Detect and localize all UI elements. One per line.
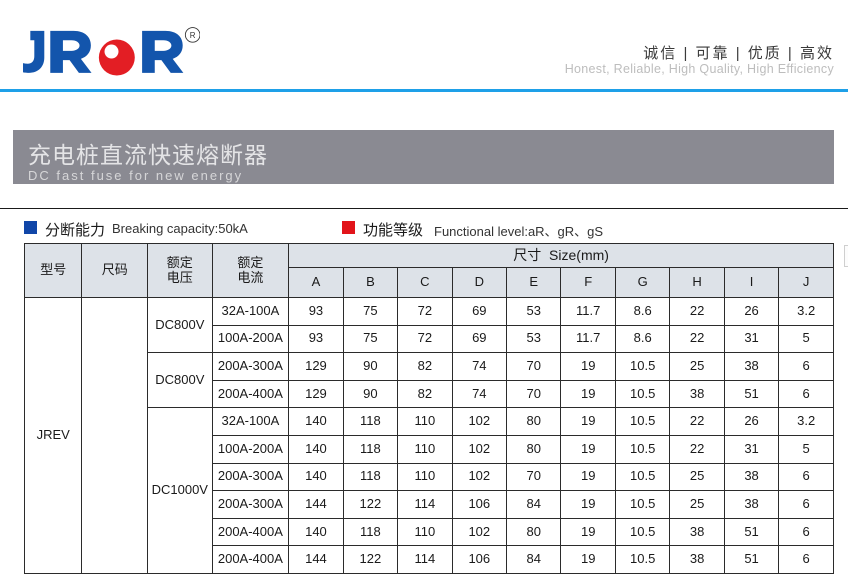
svg-text:R: R bbox=[190, 31, 196, 40]
